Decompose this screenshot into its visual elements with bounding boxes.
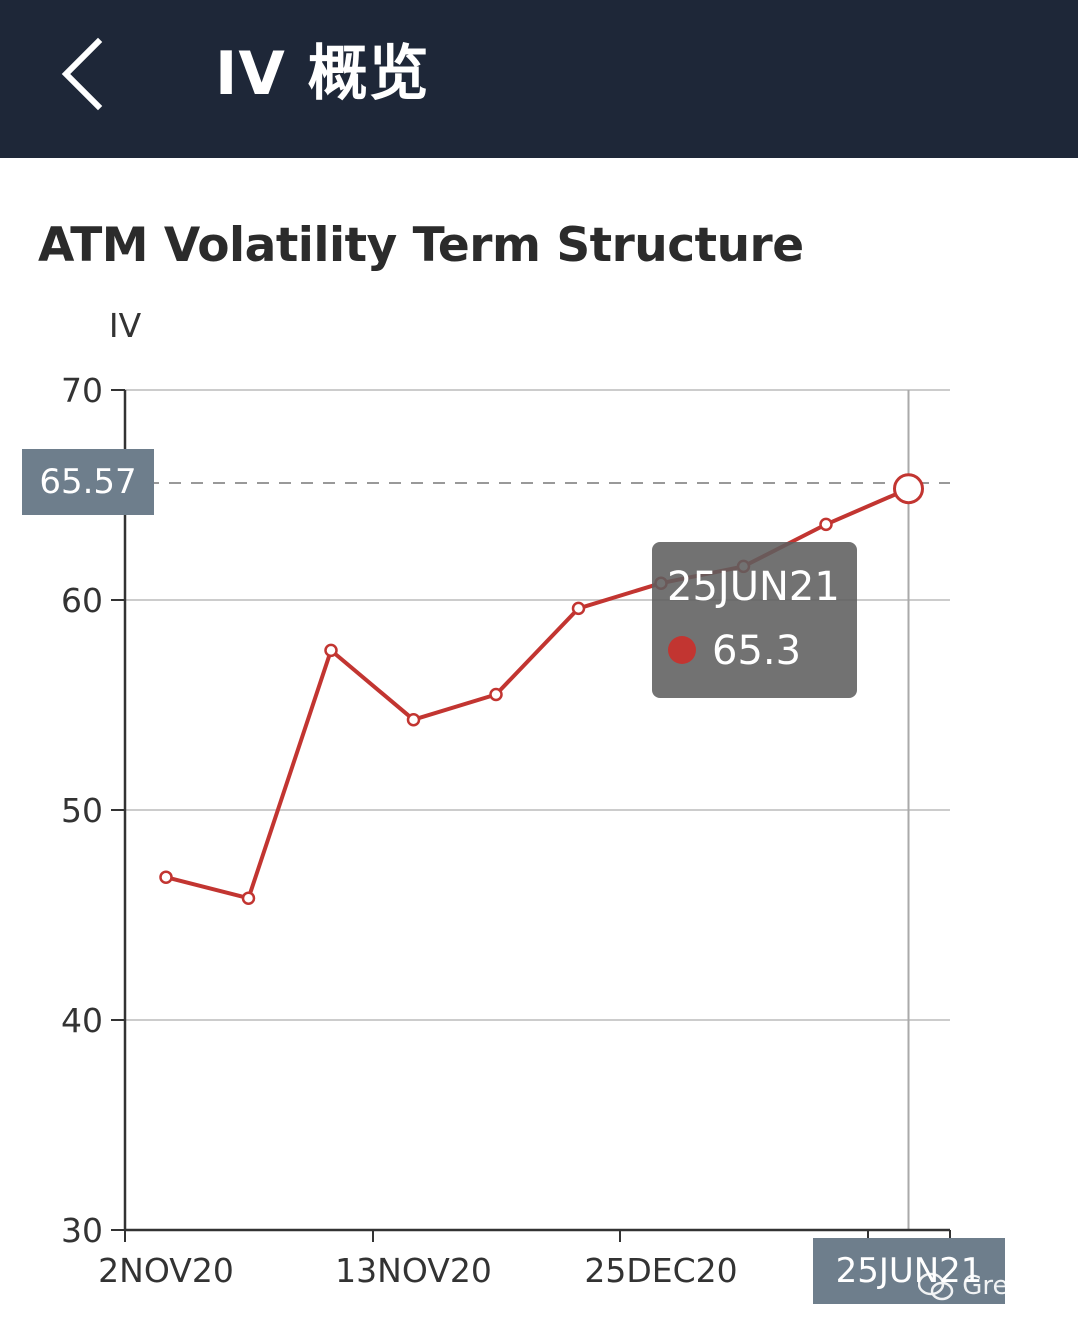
chevron-left-icon — [61, 37, 103, 111]
watermark-text: Greeks — [962, 1271, 1054, 1301]
data-point-highlighted — [893, 473, 924, 505]
x-axis-pointer-label: 25JUN21 — [813, 1238, 1005, 1304]
data-point — [241, 891, 256, 905]
data-point — [819, 517, 833, 532]
series-dot-icon — [668, 636, 696, 664]
data-point — [324, 643, 338, 658]
chart-title: ATM Volatility Term Structure — [38, 218, 804, 273]
tooltip-date: 25JUN21 — [667, 564, 840, 610]
y-tick-label: 70 — [61, 371, 103, 410]
tooltip-value: 65.3 — [712, 628, 802, 674]
page-title: IV 概览 — [215, 39, 430, 109]
watermark: Greeks — [918, 1266, 1053, 1306]
data-point — [571, 601, 586, 616]
back-button[interactable] — [50, 30, 120, 120]
data-point — [489, 687, 503, 702]
x-tick-label: 2NOV20 — [98, 1251, 234, 1290]
y-axis-label: IV — [109, 306, 142, 345]
y-tick-label: 60 — [61, 581, 103, 620]
chart-tooltip: 25JUN21 65.3 — [652, 542, 857, 698]
x-tick-label: 25DEC20 — [584, 1251, 737, 1290]
data-point — [159, 870, 173, 884]
x-tick-label: 13NOV20 — [335, 1251, 492, 1290]
y-tick-label: 40 — [61, 1001, 103, 1040]
app-header: IV 概览 — [0, 0, 1078, 158]
data-point — [406, 712, 421, 727]
y-tick-label: 50 — [61, 791, 103, 830]
y-axis-pointer-label: 65.57 — [22, 449, 154, 515]
y-tick-label: 30 — [61, 1211, 103, 1250]
wechat-icon — [918, 1272, 954, 1300]
